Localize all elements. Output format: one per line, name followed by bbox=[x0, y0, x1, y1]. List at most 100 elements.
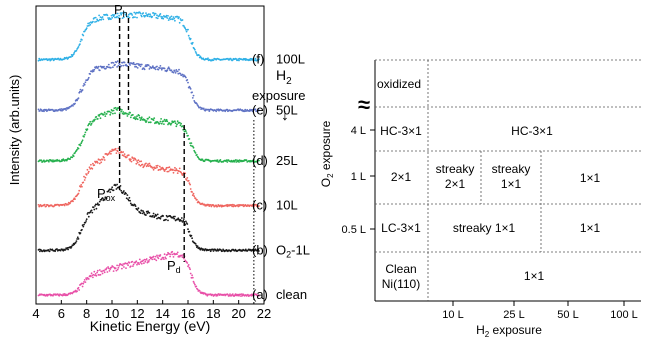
series-point bbox=[70, 56, 72, 58]
series-point bbox=[129, 202, 132, 205]
series-point bbox=[189, 88, 192, 90]
series-point bbox=[137, 159, 140, 162]
series-point bbox=[193, 282, 196, 284]
series-point bbox=[114, 267, 117, 269]
series-point bbox=[150, 256, 153, 259]
series-point bbox=[167, 170, 170, 173]
series-point bbox=[114, 16, 116, 19]
series-point bbox=[138, 263, 141, 266]
series-point bbox=[156, 14, 158, 17]
series-point bbox=[77, 147, 80, 150]
series-point bbox=[98, 158, 100, 161]
series-point bbox=[122, 263, 125, 265]
series-point bbox=[191, 91, 194, 94]
series-point bbox=[111, 61, 114, 64]
series-point bbox=[92, 162, 94, 165]
series-point bbox=[135, 11, 138, 14]
series-point bbox=[95, 274, 98, 277]
series-point bbox=[98, 14, 100, 17]
series-point bbox=[169, 16, 172, 19]
series-point bbox=[76, 148, 78, 151]
series-point bbox=[80, 142, 83, 145]
series-point bbox=[152, 12, 155, 14]
legend-title-h2: H2 bbox=[276, 67, 292, 87]
series-point bbox=[87, 211, 89, 214]
series-point bbox=[83, 175, 85, 178]
series-point bbox=[116, 264, 118, 267]
series-point bbox=[88, 166, 91, 169]
series-point bbox=[76, 238, 78, 240]
series-point bbox=[157, 257, 160, 260]
series-point bbox=[94, 16, 97, 19]
series-point bbox=[81, 285, 84, 288]
series-point bbox=[114, 63, 116, 66]
series-point bbox=[193, 195, 196, 198]
series-point bbox=[169, 255, 172, 258]
series-point bbox=[89, 23, 92, 26]
series-point bbox=[132, 157, 134, 160]
series-point bbox=[154, 167, 157, 170]
series-point bbox=[179, 72, 182, 75]
series-point bbox=[97, 19, 100, 22]
series-point bbox=[203, 249, 206, 252]
series-point bbox=[128, 196, 131, 199]
series-point bbox=[105, 268, 107, 271]
series-point bbox=[82, 282, 85, 285]
series-point bbox=[165, 218, 167, 221]
series-point bbox=[61, 159, 64, 162]
series-point bbox=[252, 57, 255, 60]
series-point bbox=[133, 117, 136, 120]
series-point bbox=[152, 65, 154, 67]
series-point bbox=[152, 119, 155, 121]
series-point bbox=[127, 15, 129, 18]
series-point bbox=[144, 14, 147, 17]
series-point bbox=[241, 294, 244, 297]
series-point bbox=[199, 106, 202, 109]
series-point bbox=[194, 152, 197, 154]
series-point bbox=[96, 162, 99, 164]
series-point bbox=[108, 110, 111, 113]
series-point bbox=[90, 122, 93, 125]
series-point bbox=[169, 253, 172, 256]
cell-1x1-row2: 1×1 bbox=[580, 221, 601, 235]
ph-marker-label: Ph bbox=[114, 2, 128, 19]
series-point bbox=[109, 113, 112, 116]
series-point bbox=[117, 16, 120, 19]
series-point bbox=[138, 163, 141, 166]
series-point bbox=[163, 118, 166, 121]
series-point bbox=[78, 189, 81, 192]
series-point bbox=[227, 293, 229, 296]
series-point bbox=[140, 160, 143, 163]
series-point bbox=[93, 208, 96, 211]
series-point bbox=[174, 70, 176, 72]
series-point bbox=[258, 58, 260, 61]
series-point bbox=[96, 202, 99, 205]
series-point bbox=[72, 53, 75, 56]
series-point bbox=[226, 108, 229, 111]
series-point bbox=[134, 158, 137, 161]
series-point bbox=[126, 194, 129, 197]
series-point bbox=[165, 118, 168, 121]
spectra-x-axis-label: Kinetic Energy (eV) bbox=[90, 318, 211, 334]
series-point bbox=[155, 214, 158, 217]
series-point bbox=[192, 280, 195, 283]
series-point bbox=[138, 114, 141, 117]
spectra-markers-group bbox=[118, 18, 255, 304]
series-point bbox=[83, 223, 85, 226]
series-point bbox=[81, 282, 83, 285]
series-point bbox=[98, 203, 100, 206]
series-point bbox=[156, 217, 158, 220]
series-point bbox=[51, 160, 54, 163]
series-point bbox=[114, 112, 116, 115]
series-point bbox=[140, 15, 143, 18]
series-point bbox=[191, 97, 194, 99]
series-point bbox=[112, 270, 115, 272]
series-point bbox=[221, 250, 224, 252]
series-point bbox=[139, 12, 142, 15]
series-point bbox=[135, 117, 138, 120]
series-point bbox=[85, 27, 88, 30]
series-point bbox=[170, 15, 173, 18]
series-point bbox=[248, 110, 251, 112]
series-point bbox=[132, 159, 135, 162]
series-point bbox=[112, 265, 114, 268]
